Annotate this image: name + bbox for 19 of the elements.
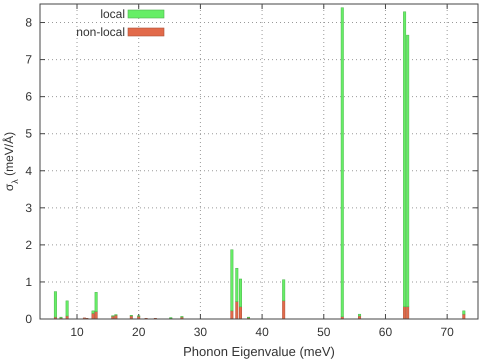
- x-tick-label: 20: [132, 325, 146, 339]
- y-tick-label: 7: [25, 52, 32, 67]
- x-tick-label: 30: [194, 325, 208, 339]
- y-tick-label: 3: [25, 200, 32, 215]
- x-axis-title: Phonon Eigenvalue (meV): [183, 344, 335, 359]
- legend-label: local: [100, 7, 125, 21]
- y-tick-label: 6: [25, 90, 32, 104]
- y-tick-label: 0: [25, 312, 32, 326]
- x-tick-label: 50: [317, 325, 331, 339]
- y-tick-label: 8: [25, 16, 32, 30]
- y-tick-label: 2: [25, 238, 32, 252]
- x-tick-label: 60: [378, 325, 392, 339]
- y-tick-label: 5: [25, 126, 32, 141]
- x-tick-label: 10: [70, 325, 84, 339]
- y-tick-label: 4: [25, 164, 32, 178]
- x-tick-label: 40: [255, 325, 270, 339]
- legend-label: non-local: [76, 25, 125, 39]
- x-tick-label: 70: [440, 325, 454, 339]
- y-tick-label: 1: [25, 274, 32, 289]
